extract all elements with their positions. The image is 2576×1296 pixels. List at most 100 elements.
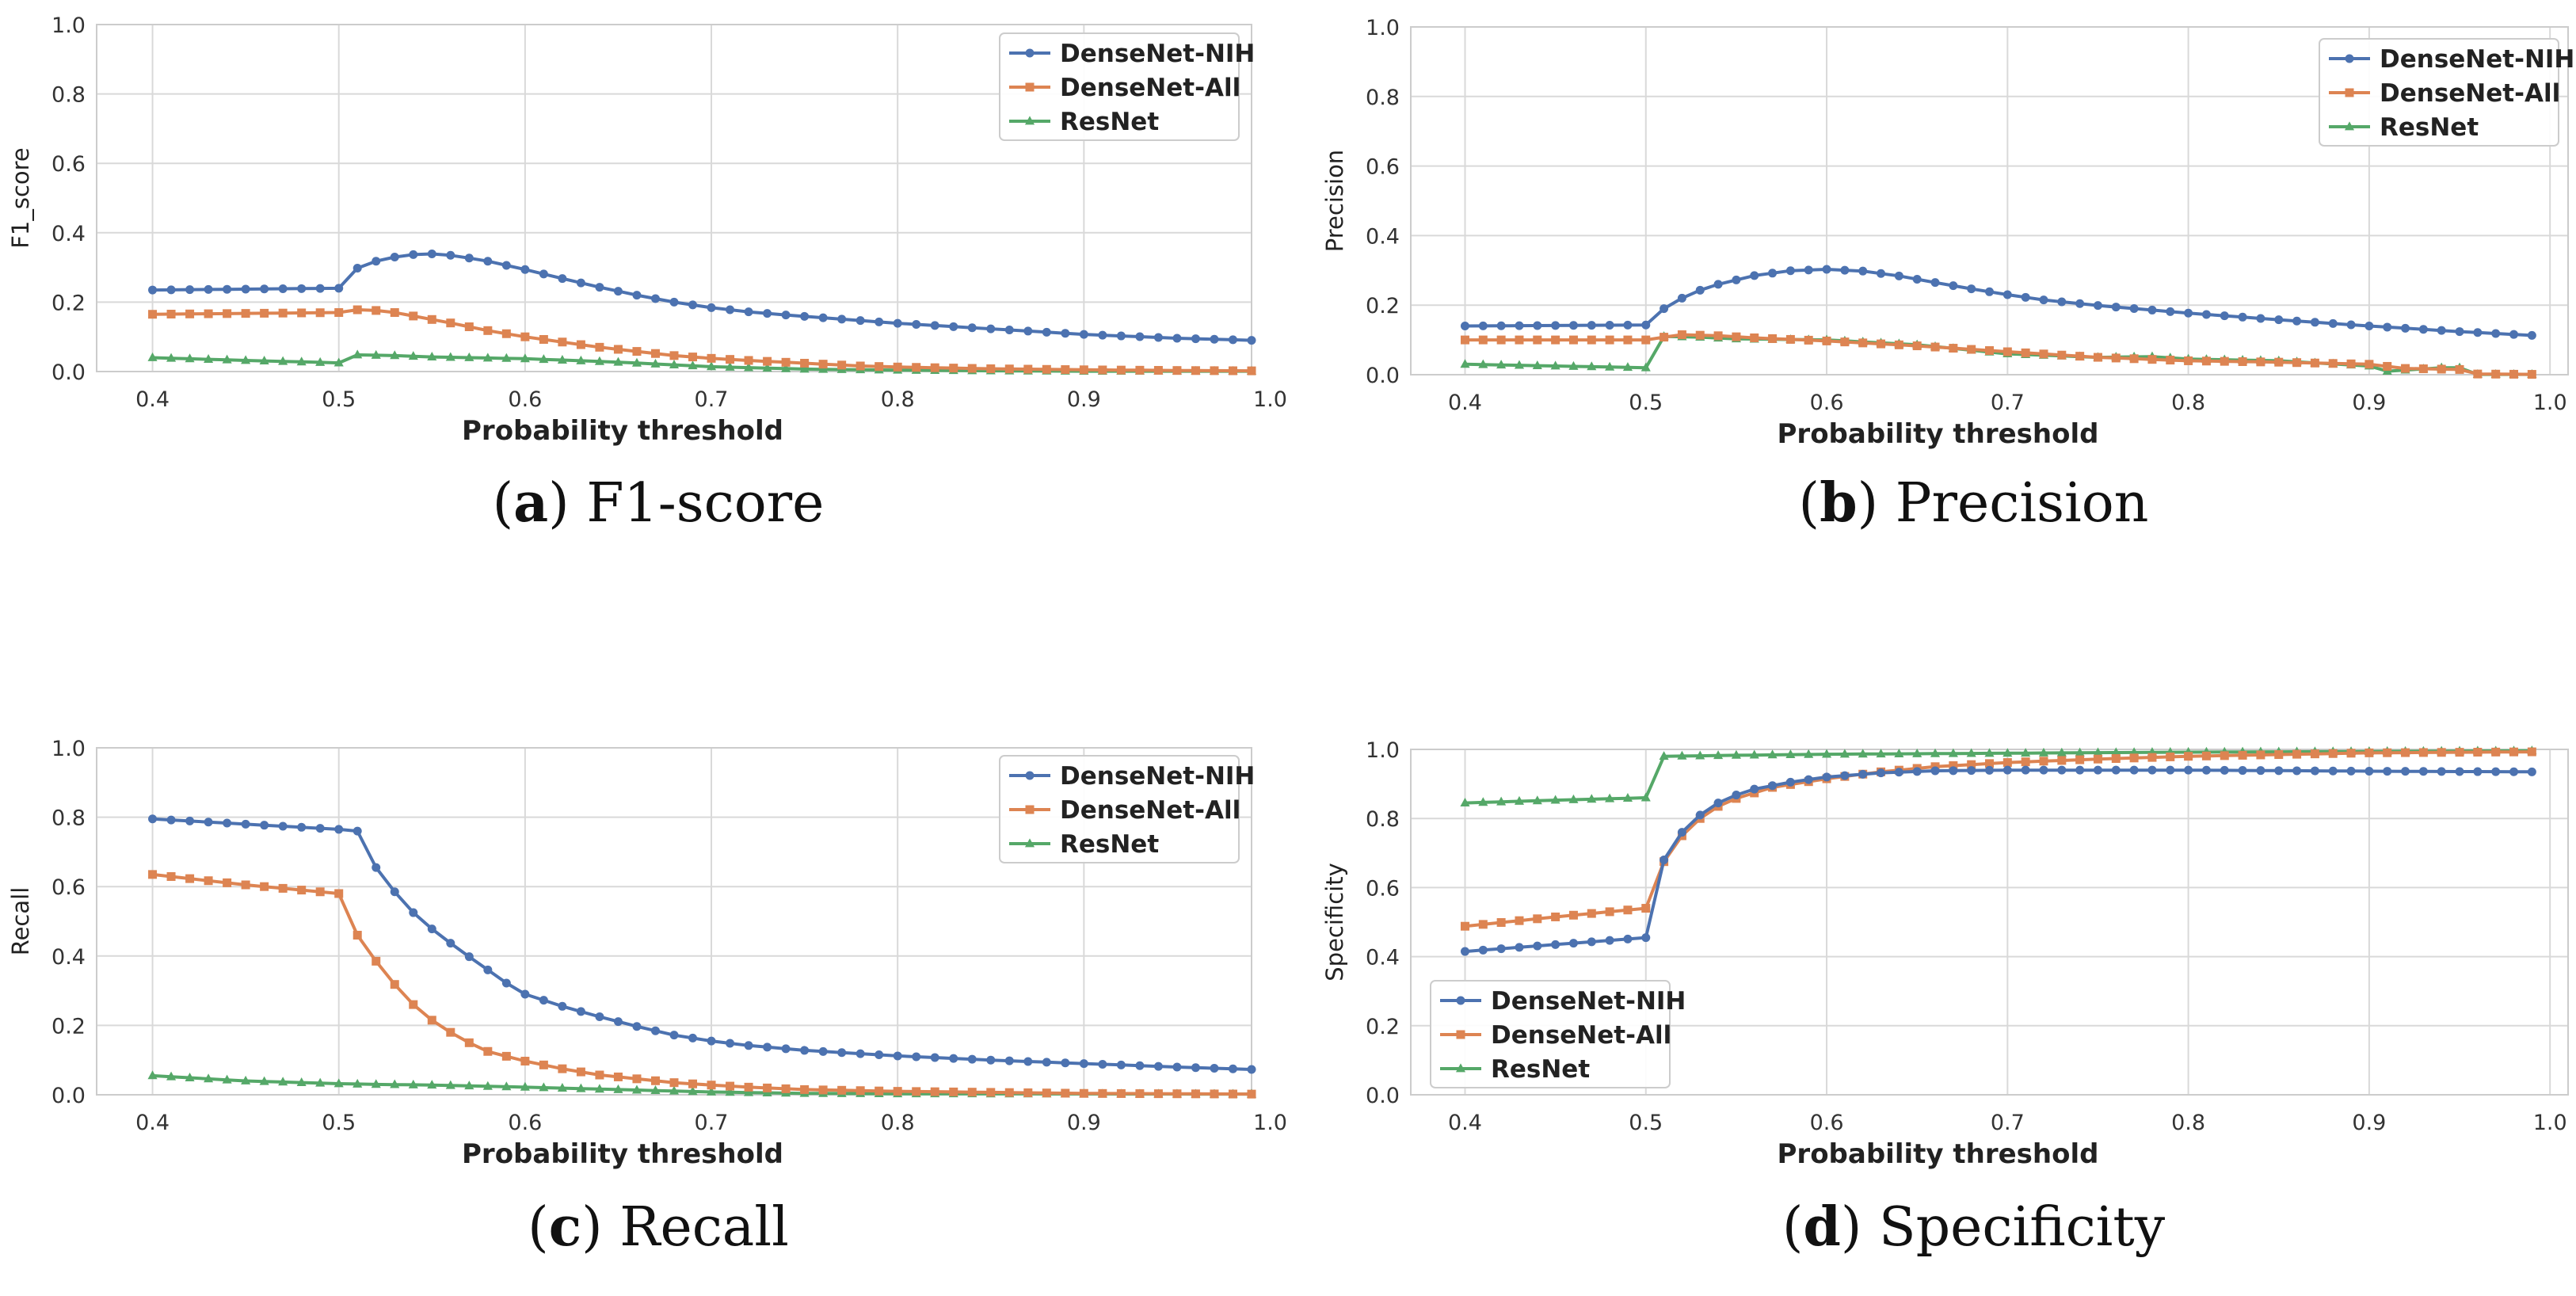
data-point xyxy=(557,354,567,364)
data-point xyxy=(613,287,623,296)
data-point xyxy=(576,355,586,364)
data-point xyxy=(409,250,418,259)
y-tick-label: 0.0 xyxy=(1366,364,1400,388)
data-point xyxy=(446,318,455,328)
x-axis-title: Probability threshold xyxy=(462,415,783,447)
data-point xyxy=(1247,1089,1256,1099)
legend-box xyxy=(999,32,1240,141)
data-point xyxy=(1228,335,1237,345)
data-point xyxy=(390,350,400,360)
data-point xyxy=(1949,344,1958,353)
legend-label: DenseNet-All xyxy=(1060,74,1240,102)
data-point xyxy=(1966,748,1976,757)
data-point xyxy=(1840,337,1850,347)
data-point xyxy=(520,989,530,999)
data-point xyxy=(2418,325,2428,334)
data-point xyxy=(296,356,307,366)
y-tick-label: 0.0 xyxy=(51,360,86,385)
data-point xyxy=(2147,355,2157,364)
data-point xyxy=(1004,364,1014,374)
data-point xyxy=(855,316,865,326)
data-point xyxy=(409,1000,418,1009)
data-point xyxy=(763,356,772,366)
data-point xyxy=(744,1041,753,1050)
data-point xyxy=(166,353,177,362)
data-point xyxy=(1768,334,1778,343)
data-point xyxy=(1023,326,1033,336)
data-point xyxy=(260,821,269,830)
data-point xyxy=(1894,271,1903,280)
data-point xyxy=(2129,304,2139,314)
data-point xyxy=(837,1085,847,1095)
data-point xyxy=(1641,335,1651,345)
data-point xyxy=(726,355,735,364)
data-point xyxy=(390,308,399,318)
data-point xyxy=(1172,1089,1182,1099)
data-point xyxy=(223,284,232,294)
data-point xyxy=(1713,331,1723,341)
series-densenet-nih xyxy=(148,814,1256,1074)
data-point xyxy=(2075,747,2085,757)
data-point xyxy=(333,1078,344,1088)
data-point xyxy=(501,978,511,988)
data-point xyxy=(2455,327,2464,337)
data-point xyxy=(1496,335,1506,345)
data-point xyxy=(204,309,213,318)
data-point xyxy=(2184,752,2193,761)
data-point xyxy=(2111,747,2121,757)
data-point xyxy=(2274,750,2284,760)
data-point xyxy=(1514,360,1525,369)
data-point xyxy=(539,354,549,364)
series-line xyxy=(1465,750,2532,928)
data-point xyxy=(501,1081,512,1091)
data-point xyxy=(1210,334,1219,344)
data-point xyxy=(445,1080,455,1089)
data-point xyxy=(1004,326,1014,335)
data-point xyxy=(2437,748,2446,757)
data-point xyxy=(1641,933,1651,943)
data-point xyxy=(2075,299,2085,308)
data-point xyxy=(1623,335,1633,345)
y-tick-label: 0.8 xyxy=(51,806,86,831)
data-point xyxy=(1551,912,1560,921)
data-point xyxy=(204,353,214,363)
data-point xyxy=(539,1060,548,1069)
data-point xyxy=(204,876,213,886)
chart-panel-d: 0.4 0.5 0.6 0.7 0.8 0.9 1.0 0.0 0.2 0.4 0.6 0.8 1.0 P… xyxy=(1321,738,2569,1259)
x-axis-title: Probability threshold xyxy=(1778,418,2099,450)
data-point xyxy=(2383,748,2392,757)
data-point xyxy=(1153,1089,1163,1099)
data-point xyxy=(260,308,269,318)
data-point xyxy=(2346,749,2356,758)
data-point xyxy=(260,882,269,891)
data-point xyxy=(296,1077,307,1086)
data-point xyxy=(147,352,158,361)
data-point xyxy=(2401,767,2410,776)
data-point xyxy=(1822,265,1831,274)
data-point xyxy=(2201,765,2211,775)
data-point xyxy=(1098,365,1107,375)
data-point xyxy=(1023,1088,1033,1097)
x-tick-label: 0.4 xyxy=(135,387,170,412)
data-point xyxy=(2201,751,2211,760)
data-point xyxy=(2509,330,2519,339)
data-point xyxy=(1116,1060,1126,1069)
data-point xyxy=(223,818,232,828)
data-point xyxy=(1641,904,1651,913)
data-point xyxy=(1785,749,1796,759)
x-tick-label: 0.9 xyxy=(2352,391,2386,415)
data-point xyxy=(2147,753,2157,762)
data-point xyxy=(1247,336,1256,345)
data-point xyxy=(1750,784,1759,794)
data-point xyxy=(1768,781,1778,791)
data-point xyxy=(427,250,436,259)
data-point xyxy=(855,1086,865,1096)
data-point xyxy=(595,342,604,352)
data-point xyxy=(352,305,362,314)
data-point xyxy=(2328,318,2338,328)
data-point xyxy=(2002,748,2013,757)
data-point xyxy=(688,360,698,370)
data-point xyxy=(2383,361,2392,371)
data-point xyxy=(1551,940,1560,949)
